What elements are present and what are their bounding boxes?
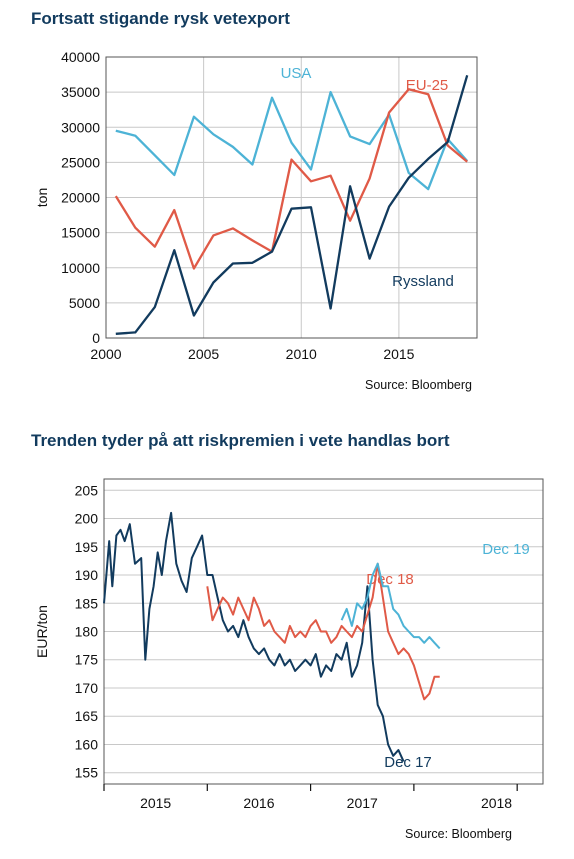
chart1-series-label: USA bbox=[281, 65, 312, 82]
chart1-ytick-label: 25000 bbox=[61, 154, 100, 170]
chart1-ytick-label: 40000 bbox=[61, 49, 100, 65]
chart1-ytick-label: 30000 bbox=[61, 119, 100, 135]
chart1-ytick-label: 35000 bbox=[61, 84, 100, 100]
chart1-ytick-label: 5000 bbox=[69, 295, 100, 311]
chart1-series-label: Ryssland bbox=[392, 273, 454, 290]
chart1-xtick-label: 2010 bbox=[286, 346, 317, 362]
chart1-series-label: EU-25 bbox=[406, 77, 449, 94]
chart1-xtick-label: 2000 bbox=[90, 346, 121, 362]
chart1-series-line-usa bbox=[115, 90, 469, 191]
chart1-ytick-label: 0 bbox=[92, 330, 100, 346]
chart2-source: Source: Bloomberg bbox=[405, 827, 513, 841]
chart1-frame bbox=[105, 56, 478, 339]
chart1-title: Fortsatt stigande rysk vetexport bbox=[31, 9, 290, 28]
chart1-series-line-ryssland bbox=[115, 74, 469, 335]
chart2-title: Trenden tyder på att riskpremien i vete … bbox=[31, 431, 450, 450]
chart1-source: Source: Bloomberg bbox=[365, 378, 473, 392]
chart1-ylabel: ton bbox=[34, 188, 50, 207]
chart1-ytick-label: 20000 bbox=[61, 190, 100, 206]
chart1-xtick-label: 2015 bbox=[383, 346, 414, 362]
chart1-xtick-label: 2005 bbox=[188, 346, 219, 362]
chart1-ytick-label: 15000 bbox=[61, 225, 100, 241]
chart1-ytick-label: 10000 bbox=[61, 260, 100, 276]
chart1-series-line-eu-25 bbox=[114, 88, 468, 270]
